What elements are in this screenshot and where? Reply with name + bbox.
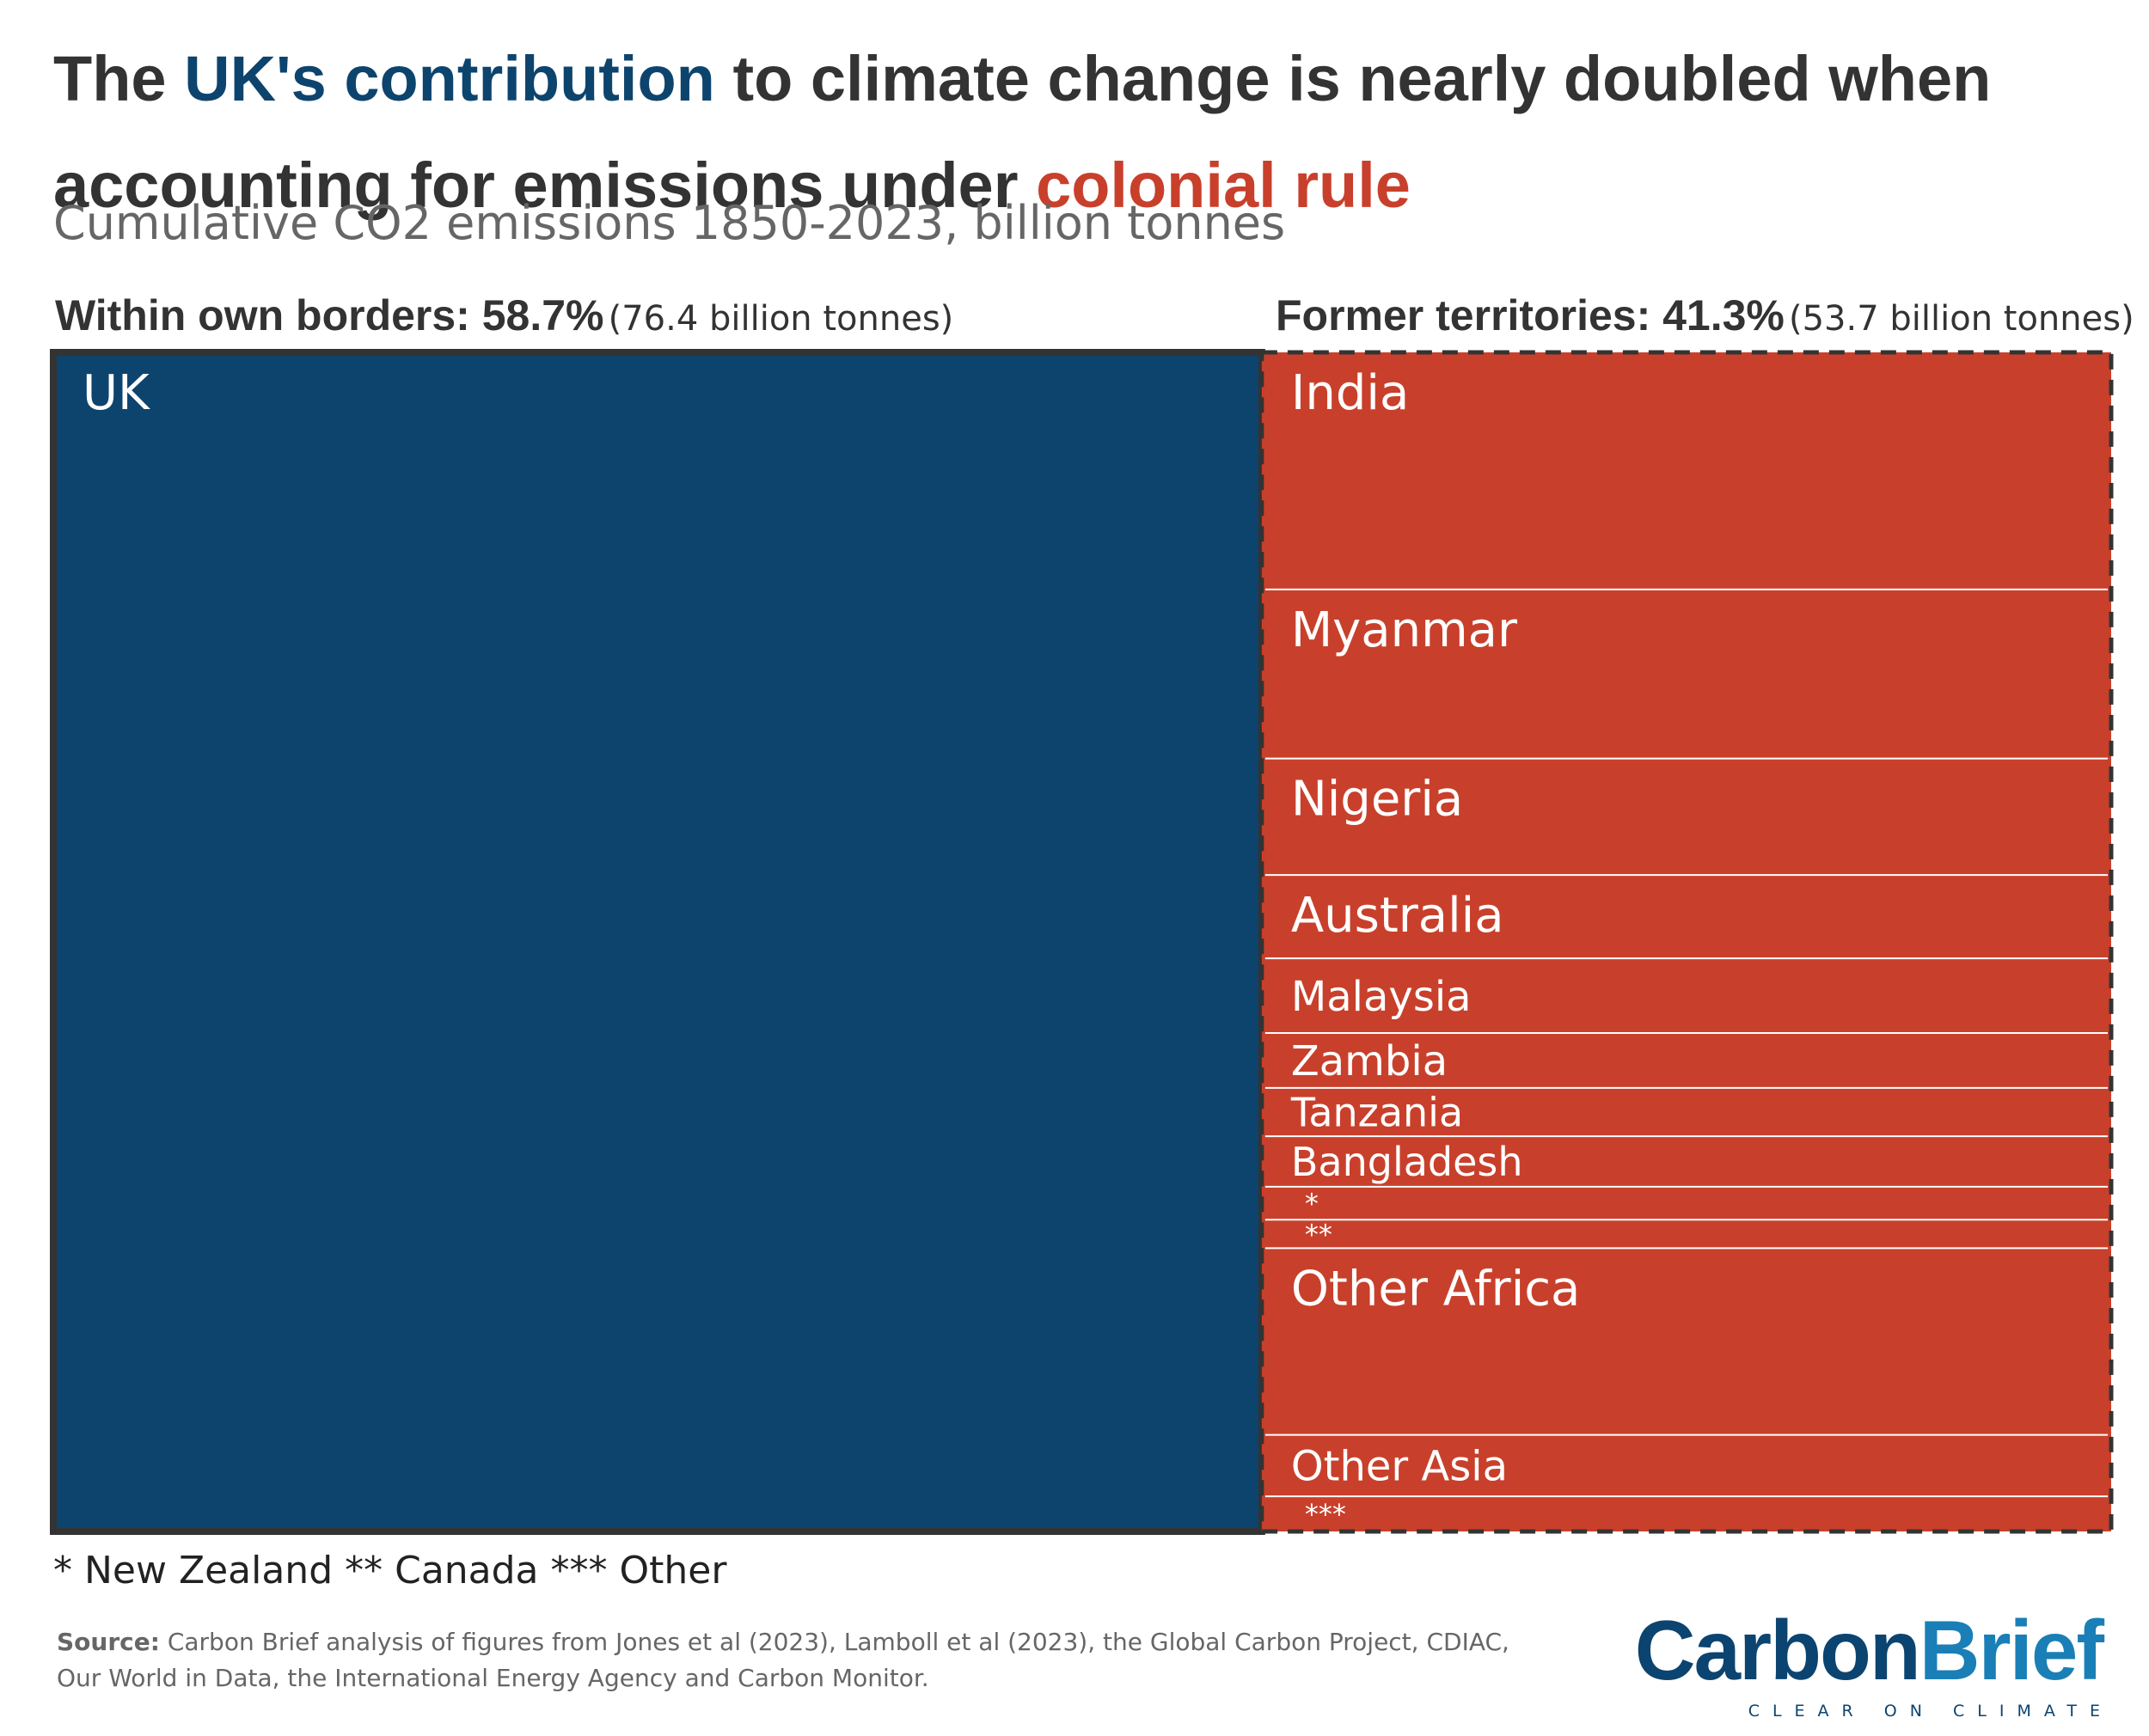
group-border-former-territories bbox=[1259, 350, 2114, 1534]
cell-label-bangladesh: Bangladesh bbox=[1291, 1139, 1523, 1185]
source-note: Source: Carbon Brief analysis of figures… bbox=[57, 1624, 1518, 1696]
treemap-cell-tanzania bbox=[1261, 1087, 2111, 1137]
group-heading-own-borders: Within own borders: 58.7% (76.4 billion … bbox=[55, 290, 953, 340]
cell-label-zambia: Zambia bbox=[1291, 1037, 1448, 1085]
carbon-brief-logo: CarbonBrief CLEAR ON CLIMATE bbox=[1635, 1607, 2104, 1721]
logo-wordmark: CarbonBrief bbox=[1635, 1607, 2104, 1693]
treemap-cell-star-2 bbox=[1261, 1219, 2111, 1249]
treemap-cell-other-africa bbox=[1261, 1248, 2111, 1435]
title-highlight-colonial: colonial rule bbox=[1036, 150, 1411, 221]
logo-brief: Brief bbox=[1919, 1603, 2104, 1697]
treemap-cell-zambia bbox=[1261, 1033, 2111, 1088]
treemap-cell-nigeria bbox=[1261, 758, 2111, 876]
cell-label-tanzania: Tanzania bbox=[1290, 1090, 1463, 1136]
footnote: * New Zealand ** Canada *** Other bbox=[53, 1549, 727, 1592]
treemap-cell-myanmar bbox=[1261, 589, 2111, 759]
cell-label-australia: Australia bbox=[1291, 888, 1504, 944]
chart-title: The UK's contribution to climate change … bbox=[53, 26, 2116, 239]
source-label: Source: bbox=[57, 1628, 160, 1656]
cell-label-other-asia: Other Asia bbox=[1291, 1443, 1508, 1491]
treemap-cell-uk bbox=[53, 352, 1262, 1531]
cell-label-nigeria: Nigeria bbox=[1291, 772, 1463, 828]
treemap-cell-bangladesh bbox=[1261, 1136, 2111, 1187]
source-text: Carbon Brief analysis of figures from Jo… bbox=[57, 1628, 1509, 1692]
treemap-cell-other-asia bbox=[1261, 1434, 2111, 1497]
cell-label-myanmar: Myanmar bbox=[1291, 602, 1518, 658]
treemap-cell-star-1 bbox=[1261, 1186, 2111, 1220]
title-part-2: to climate change is nearly doubled when… bbox=[53, 43, 1992, 221]
treemap-chart: UK India Myanmar Nigeria Australia Malaysia Za… bbox=[50, 349, 2114, 1535]
group-label-own-borders: Within own borders: 58.7% bbox=[55, 291, 604, 339]
treemap-cell-india bbox=[1261, 352, 2111, 590]
chart-subtitle: Cumulative CO2 emissions 1850-2023, bill… bbox=[53, 196, 1286, 250]
cell-label-other-africa: Other Africa bbox=[1291, 1261, 1581, 1317]
logo-carbon: Carbon bbox=[1634, 1603, 1921, 1697]
cell-label-star-1: * bbox=[1305, 1188, 1319, 1220]
cell-label-india: India bbox=[1291, 365, 1409, 421]
cell-label-uk: UK bbox=[83, 365, 150, 421]
title-part-1: The bbox=[53, 43, 185, 114]
title-highlight-uk: UK's contribution bbox=[184, 43, 715, 114]
group-heading-former-territories: Former territories: 41.3% (53.7 billion … bbox=[1276, 290, 2134, 340]
cell-label-star-2: ** bbox=[1305, 1218, 1332, 1250]
treemap-cell-star-3 bbox=[1261, 1496, 2111, 1531]
cell-label-malaysia: Malaysia bbox=[1291, 973, 1472, 1021]
group-label-former-territories: Former territories: 41.3% bbox=[1276, 291, 1785, 339]
cell-label-star-3: *** bbox=[1305, 1498, 1346, 1531]
logo-tagline: CLEAR ON CLIMATE bbox=[1748, 1702, 2113, 1721]
treemap-cell-malaysia bbox=[1261, 958, 2111, 1034]
group-value-own-borders: (76.4 billion tonnes) bbox=[608, 299, 954, 339]
treemap-cell-australia bbox=[1261, 875, 2111, 959]
group-value-former-territories: (53.7 billion tonnes) bbox=[1789, 299, 2134, 339]
